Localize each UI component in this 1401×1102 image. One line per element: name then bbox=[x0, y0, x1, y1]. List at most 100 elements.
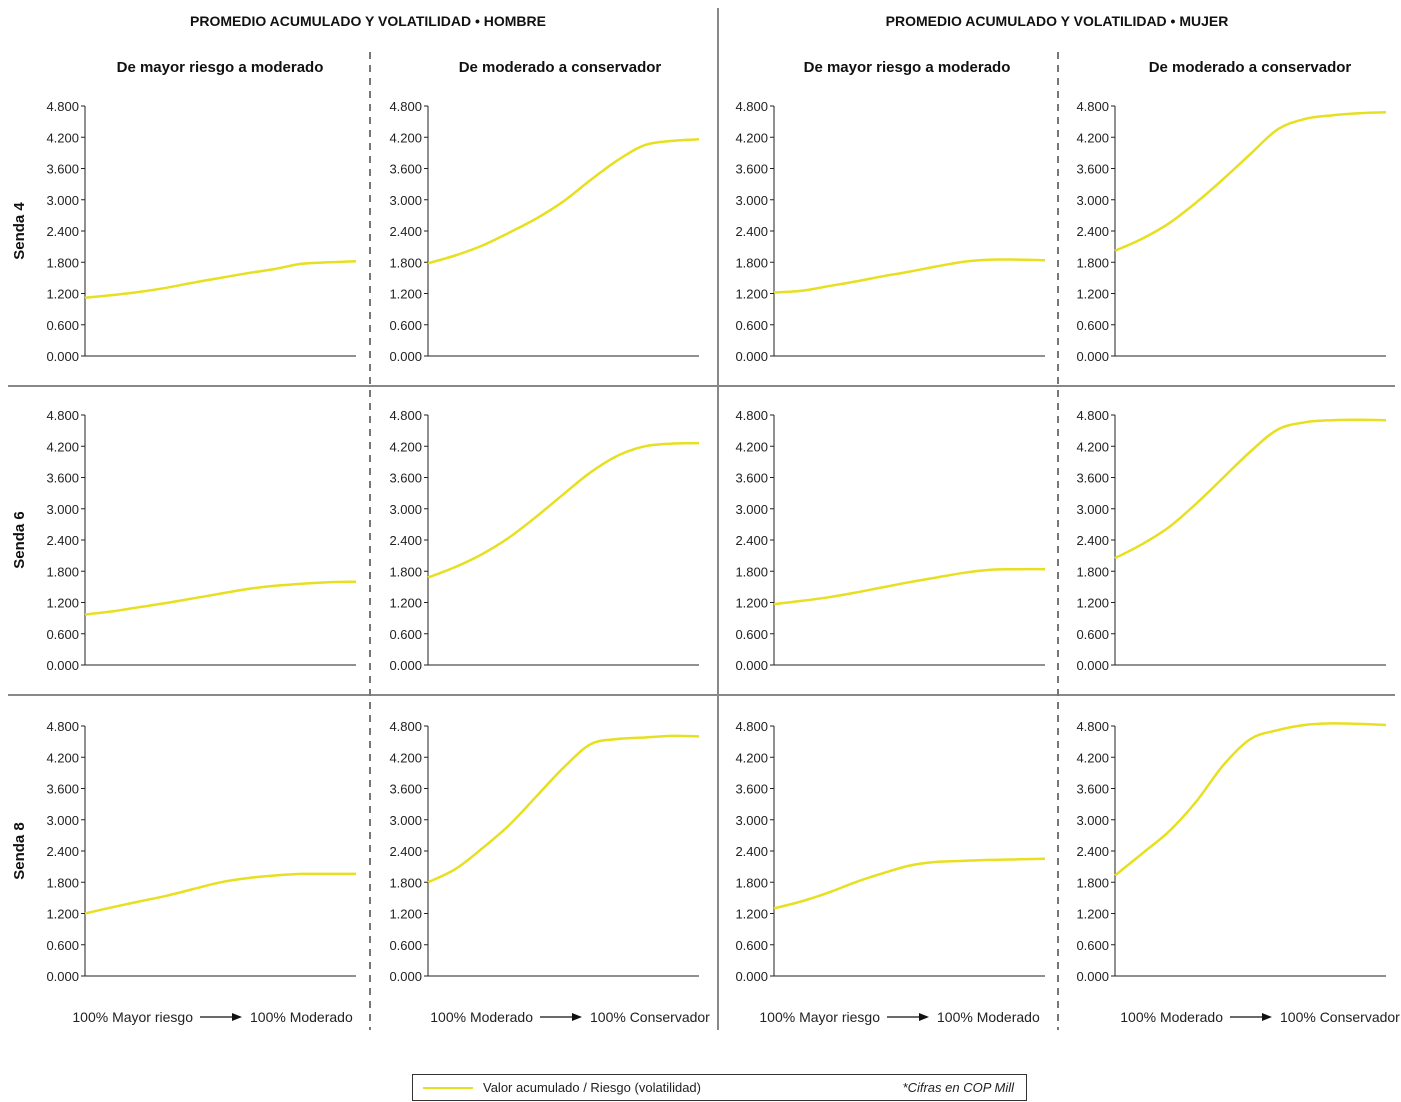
panel-3-4-ytick-label-2: 1.200 bbox=[1076, 907, 1109, 922]
panel-2-1-ytick-label-3: 1.800 bbox=[46, 564, 79, 579]
panel-2-1-ytick-label-8: 4.800 bbox=[46, 408, 79, 423]
panel-2-3-series-line bbox=[773, 567, 1046, 606]
panel-1-4-ytick-label-0: 0.000 bbox=[1076, 349, 1109, 364]
panel-3-2-ytick-label-0: 0.000 bbox=[389, 969, 422, 984]
panel-3-3-ytick-label-7: 4.200 bbox=[735, 750, 768, 765]
panel-3-4-ytick-label-3: 1.800 bbox=[1076, 875, 1109, 890]
panel-2-1-ytick-label-4: 2.400 bbox=[46, 533, 79, 548]
panel-2-4-ytick-label-4: 2.400 bbox=[1076, 533, 1109, 548]
panel-3-4-ytick-label-0: 0.000 bbox=[1076, 969, 1109, 984]
panel-3-2-ytick-label-2: 1.200 bbox=[389, 907, 422, 922]
panel-2-4-ytick-label-0: 0.000 bbox=[1076, 658, 1109, 673]
panel-1-1-ytick-label-0: 0.000 bbox=[46, 349, 79, 364]
panel-1-3-ytick-label-1: 0.600 bbox=[735, 318, 768, 333]
panel-1-4-series-line bbox=[1114, 111, 1387, 252]
panel-1-2-ytick-label-5: 3.000 bbox=[389, 193, 422, 208]
x-range-3-start-label: 100% Mayor riesgo bbox=[759, 1009, 880, 1025]
panel-1-1-ytick-label-6: 3.600 bbox=[46, 162, 79, 177]
panel-2-4-ytick-label-2: 1.200 bbox=[1076, 596, 1109, 611]
panel-1-4-ytick-label-6: 3.600 bbox=[1076, 162, 1109, 177]
panel-1-1-ytick-label-3: 1.800 bbox=[46, 255, 79, 270]
column-title-3: De mayor riesgo a moderado bbox=[804, 59, 1011, 76]
panel-3-2-series-line bbox=[427, 734, 700, 884]
panel-2-2-ytick-label-0: 0.000 bbox=[389, 658, 422, 673]
panel-1-4-ytick-label-5: 3.000 bbox=[1076, 193, 1109, 208]
panel-3-4-ytick-label-4: 2.400 bbox=[1076, 844, 1109, 859]
panel-1-1-ytick-label-8: 4.800 bbox=[46, 99, 79, 114]
panel-1-3-ytick-label-3: 1.800 bbox=[735, 255, 768, 270]
panel-2-3-ytick-label-8: 4.800 bbox=[735, 408, 768, 423]
panel-3-3-ytick-label-6: 3.600 bbox=[735, 782, 768, 797]
panel-2-2-ytick-label-7: 4.200 bbox=[389, 439, 422, 454]
panel-1-3-ytick-label-8: 4.800 bbox=[735, 99, 768, 114]
panel-2-4-series-line bbox=[1114, 418, 1387, 560]
panel-2-4-ytick-label-7: 4.200 bbox=[1076, 439, 1109, 454]
panel-1-1-series-line bbox=[84, 259, 357, 299]
x-range-4-end-label: 100% Conservador bbox=[1280, 1009, 1400, 1025]
panel-3-1-ytick-label-3: 1.800 bbox=[46, 875, 79, 890]
panel-2-3-ytick-label-7: 4.200 bbox=[735, 439, 768, 454]
panel-3-1-ytick-label-6: 3.600 bbox=[46, 782, 79, 797]
header-hombre: PROMEDIO ACUMULADO Y VOLATILIDAD • HOMBR… bbox=[190, 13, 546, 29]
panel-1-4-ytick-label-1: 0.600 bbox=[1076, 318, 1109, 333]
legend-series-label: Valor acumulado / Riesgo (volatilidad) bbox=[483, 1080, 701, 1095]
panel-1-3-ytick-label-6: 3.600 bbox=[735, 162, 768, 177]
panel-1-3-ytick-label-4: 2.400 bbox=[735, 224, 768, 239]
panel-1-2-ytick-label-4: 2.400 bbox=[389, 224, 422, 239]
panel-2-3-ytick-label-4: 2.400 bbox=[735, 533, 768, 548]
column-title-1: De mayor riesgo a moderado bbox=[117, 59, 324, 76]
panel-2-4-ytick-label-8: 4.800 bbox=[1076, 408, 1109, 423]
panel-3-1-ytick-label-5: 3.000 bbox=[46, 813, 79, 828]
panel-2-4-ytick-label-6: 3.600 bbox=[1076, 471, 1109, 486]
x-range-1-end-label: 100% Moderado bbox=[250, 1009, 353, 1025]
panel-2-3-ytick-label-2: 1.200 bbox=[735, 596, 768, 611]
panel-2-1-ytick-label-7: 4.200 bbox=[46, 439, 79, 454]
panel-2-3-ytick-label-0: 0.000 bbox=[735, 658, 768, 673]
panel-1-2-ytick-label-7: 4.200 bbox=[389, 130, 422, 145]
panel-1-2-ytick-label-3: 1.800 bbox=[389, 255, 422, 270]
panel-1-1-ytick-label-7: 4.200 bbox=[46, 130, 79, 145]
panel-2-4-ytick-label-5: 3.000 bbox=[1076, 502, 1109, 517]
panel-3-4-series-line bbox=[1114, 722, 1387, 877]
panel-2-3-ytick-label-3: 1.800 bbox=[735, 564, 768, 579]
panel-3-3-ytick-label-0: 0.000 bbox=[735, 969, 768, 984]
panel-2-3-ytick-label-6: 3.600 bbox=[735, 471, 768, 486]
panel-3-1-ytick-label-0: 0.000 bbox=[46, 969, 79, 984]
panel-3-2-ytick-label-7: 4.200 bbox=[389, 750, 422, 765]
panel-2-2-ytick-label-5: 3.000 bbox=[389, 502, 422, 517]
panel-3-1-ytick-label-1: 0.600 bbox=[46, 938, 79, 953]
x-range-2-end-label: 100% Conservador bbox=[590, 1009, 710, 1025]
panel-1-4-ytick-label-2: 1.200 bbox=[1076, 287, 1109, 302]
header-mujer: PROMEDIO ACUMULADO Y VOLATILIDAD • MUJER bbox=[886, 13, 1229, 29]
panel-3-4-ytick-label-8: 4.800 bbox=[1076, 719, 1109, 734]
panel-1-4-ytick-label-3: 1.800 bbox=[1076, 255, 1109, 270]
panel-3-1-ytick-label-8: 4.800 bbox=[46, 719, 79, 734]
panel-3-3-ytick-label-2: 1.200 bbox=[735, 907, 768, 922]
panel-1-3-ytick-label-7: 4.200 bbox=[735, 130, 768, 145]
panel-1-2-series-line bbox=[427, 138, 700, 265]
panel-1-2-ytick-label-8: 4.800 bbox=[389, 99, 422, 114]
x-range-3-end-label: 100% Moderado bbox=[937, 1009, 1040, 1025]
panel-3-2-ytick-label-6: 3.600 bbox=[389, 782, 422, 797]
panel-2-4-ytick-label-3: 1.800 bbox=[1076, 564, 1109, 579]
panel-1-2-ytick-label-0: 0.000 bbox=[389, 349, 422, 364]
x-range-4-arrow-head bbox=[1262, 1013, 1272, 1021]
panel-2-4-ytick-label-1: 0.600 bbox=[1076, 627, 1109, 642]
panel-1-4-ytick-label-8: 4.800 bbox=[1076, 99, 1109, 114]
panel-2-1-ytick-label-6: 3.600 bbox=[46, 471, 79, 486]
column-title-2: De moderado a conservador bbox=[459, 59, 662, 76]
panel-2-3-ytick-label-5: 3.000 bbox=[735, 502, 768, 517]
row-label-1: Senda 4 bbox=[11, 202, 28, 260]
x-range-3-arrow-head bbox=[919, 1013, 929, 1021]
row-label-2: Senda 6 bbox=[11, 511, 28, 569]
panel-2-2-ytick-label-3: 1.800 bbox=[389, 564, 422, 579]
panel-3-3-series-line bbox=[773, 857, 1046, 910]
panel-3-1-ytick-label-7: 4.200 bbox=[46, 750, 79, 765]
panel-1-1-ytick-label-2: 1.200 bbox=[46, 287, 79, 302]
panel-1-1-ytick-label-5: 3.000 bbox=[46, 193, 79, 208]
x-range-2-start-label: 100% Moderado bbox=[430, 1009, 533, 1025]
panel-2-1-ytick-label-1: 0.600 bbox=[46, 627, 79, 642]
panel-1-3-ytick-label-5: 3.000 bbox=[735, 193, 768, 208]
panel-2-1-ytick-label-0: 0.000 bbox=[46, 658, 79, 673]
